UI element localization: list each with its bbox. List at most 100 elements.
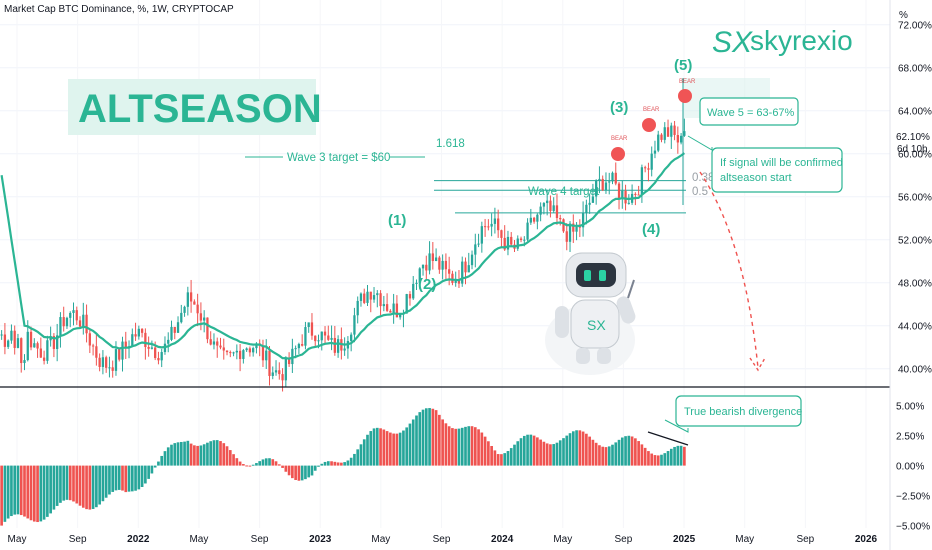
candle-body [271,372,274,376]
osc-bar [591,439,595,466]
osc-bar [454,428,458,466]
osc-bar [268,458,271,466]
price-tick-label: 64.00% [898,107,932,118]
candle-body [193,301,196,305]
osc-bar [408,423,412,466]
osc-bar [248,465,252,467]
candle-body [438,257,441,270]
time-tick-label: Sep [251,534,269,545]
price-tick-label: 68.00% [898,64,932,75]
osc-bar [421,409,425,466]
candle-body [353,315,356,335]
osc-bar [238,461,242,466]
osc-bar [647,451,650,466]
candle-body [333,337,336,353]
osc-bar [6,465,10,519]
candle-body [555,205,559,219]
osc-bar [366,434,369,466]
osc-bar [330,461,333,466]
candle-body [474,244,477,255]
candle-body [157,358,160,361]
osc-bar [375,427,379,466]
osc-bar [297,465,301,481]
time-tick-label: May [189,534,208,545]
osc-bar [588,436,591,466]
osc-bar [144,465,147,484]
candle-body [232,352,235,354]
candle-body [26,331,29,361]
candle-body [304,327,307,346]
candle-body [369,291,372,300]
osc-bar [59,465,62,503]
signal-callout-line1: If signal will be confirmed [720,157,843,169]
candle-body [444,260,448,270]
candle-body [350,334,353,342]
osc-bar [212,440,216,466]
osc-bar [418,412,422,466]
candle-body [510,236,513,245]
osc-bar [291,465,294,479]
time-tick-label: Sep [615,534,633,545]
candle-body [95,346,98,358]
fib-1618-label: 1.618 [436,138,465,150]
candle-body [415,282,418,284]
osc-bar [627,435,631,466]
osc-bar [137,465,141,490]
osc-bar [310,465,314,476]
time-tick-label: Sep [69,534,87,545]
osc-bar [428,408,431,466]
osc-bar [193,445,196,466]
candle-body [252,348,255,353]
osc-bar [215,440,219,466]
osc-tick-label: 0.00% [896,462,924,473]
svg-text:BEAR: BEAR [643,107,660,113]
osc-bar [117,465,121,490]
osc-bar [470,426,474,466]
osc-bar [503,453,507,466]
osc-bar [150,465,154,474]
candle-body [29,331,33,348]
osc-bar [108,465,111,495]
osc-bar [219,441,222,466]
candle-body [137,328,140,337]
osc-bar [509,448,513,466]
candle-body [56,335,59,349]
candle-body [281,374,284,381]
altseason-banner [68,79,316,135]
robot-illustration: SX [545,252,636,375]
osc-bar [568,433,572,466]
candle-body [487,226,490,228]
candle-body [85,314,88,334]
osc-bar [179,441,183,466]
candle-body [382,304,385,307]
candle-body [617,183,621,199]
candle-body [546,200,549,204]
candle-body [150,347,154,349]
osc-bar [304,465,307,480]
osc-bar [340,462,343,466]
candle-body [245,348,248,351]
candle-body [173,326,176,333]
candle-body [363,293,366,303]
candle-body [604,182,608,191]
candle-body [418,268,421,283]
candle-body [189,292,193,302]
osc-bar [95,465,98,508]
candle-body [549,200,552,211]
candle-body [644,167,647,169]
candle-body [516,238,519,249]
wave3-target-label: Wave 3 target = $60 [287,152,390,164]
candle-body [464,261,467,273]
candle-body [20,338,23,364]
osc-bar [650,453,654,466]
candle-body [477,243,480,245]
osc-bar [186,440,190,466]
candle-body [552,205,555,211]
candle-body [598,178,601,181]
candle-body [595,180,598,197]
price-tick-label: 60.00% [898,150,932,161]
time-tick-label: May [371,534,390,545]
candle-body [670,125,673,137]
candle-body [301,344,304,346]
